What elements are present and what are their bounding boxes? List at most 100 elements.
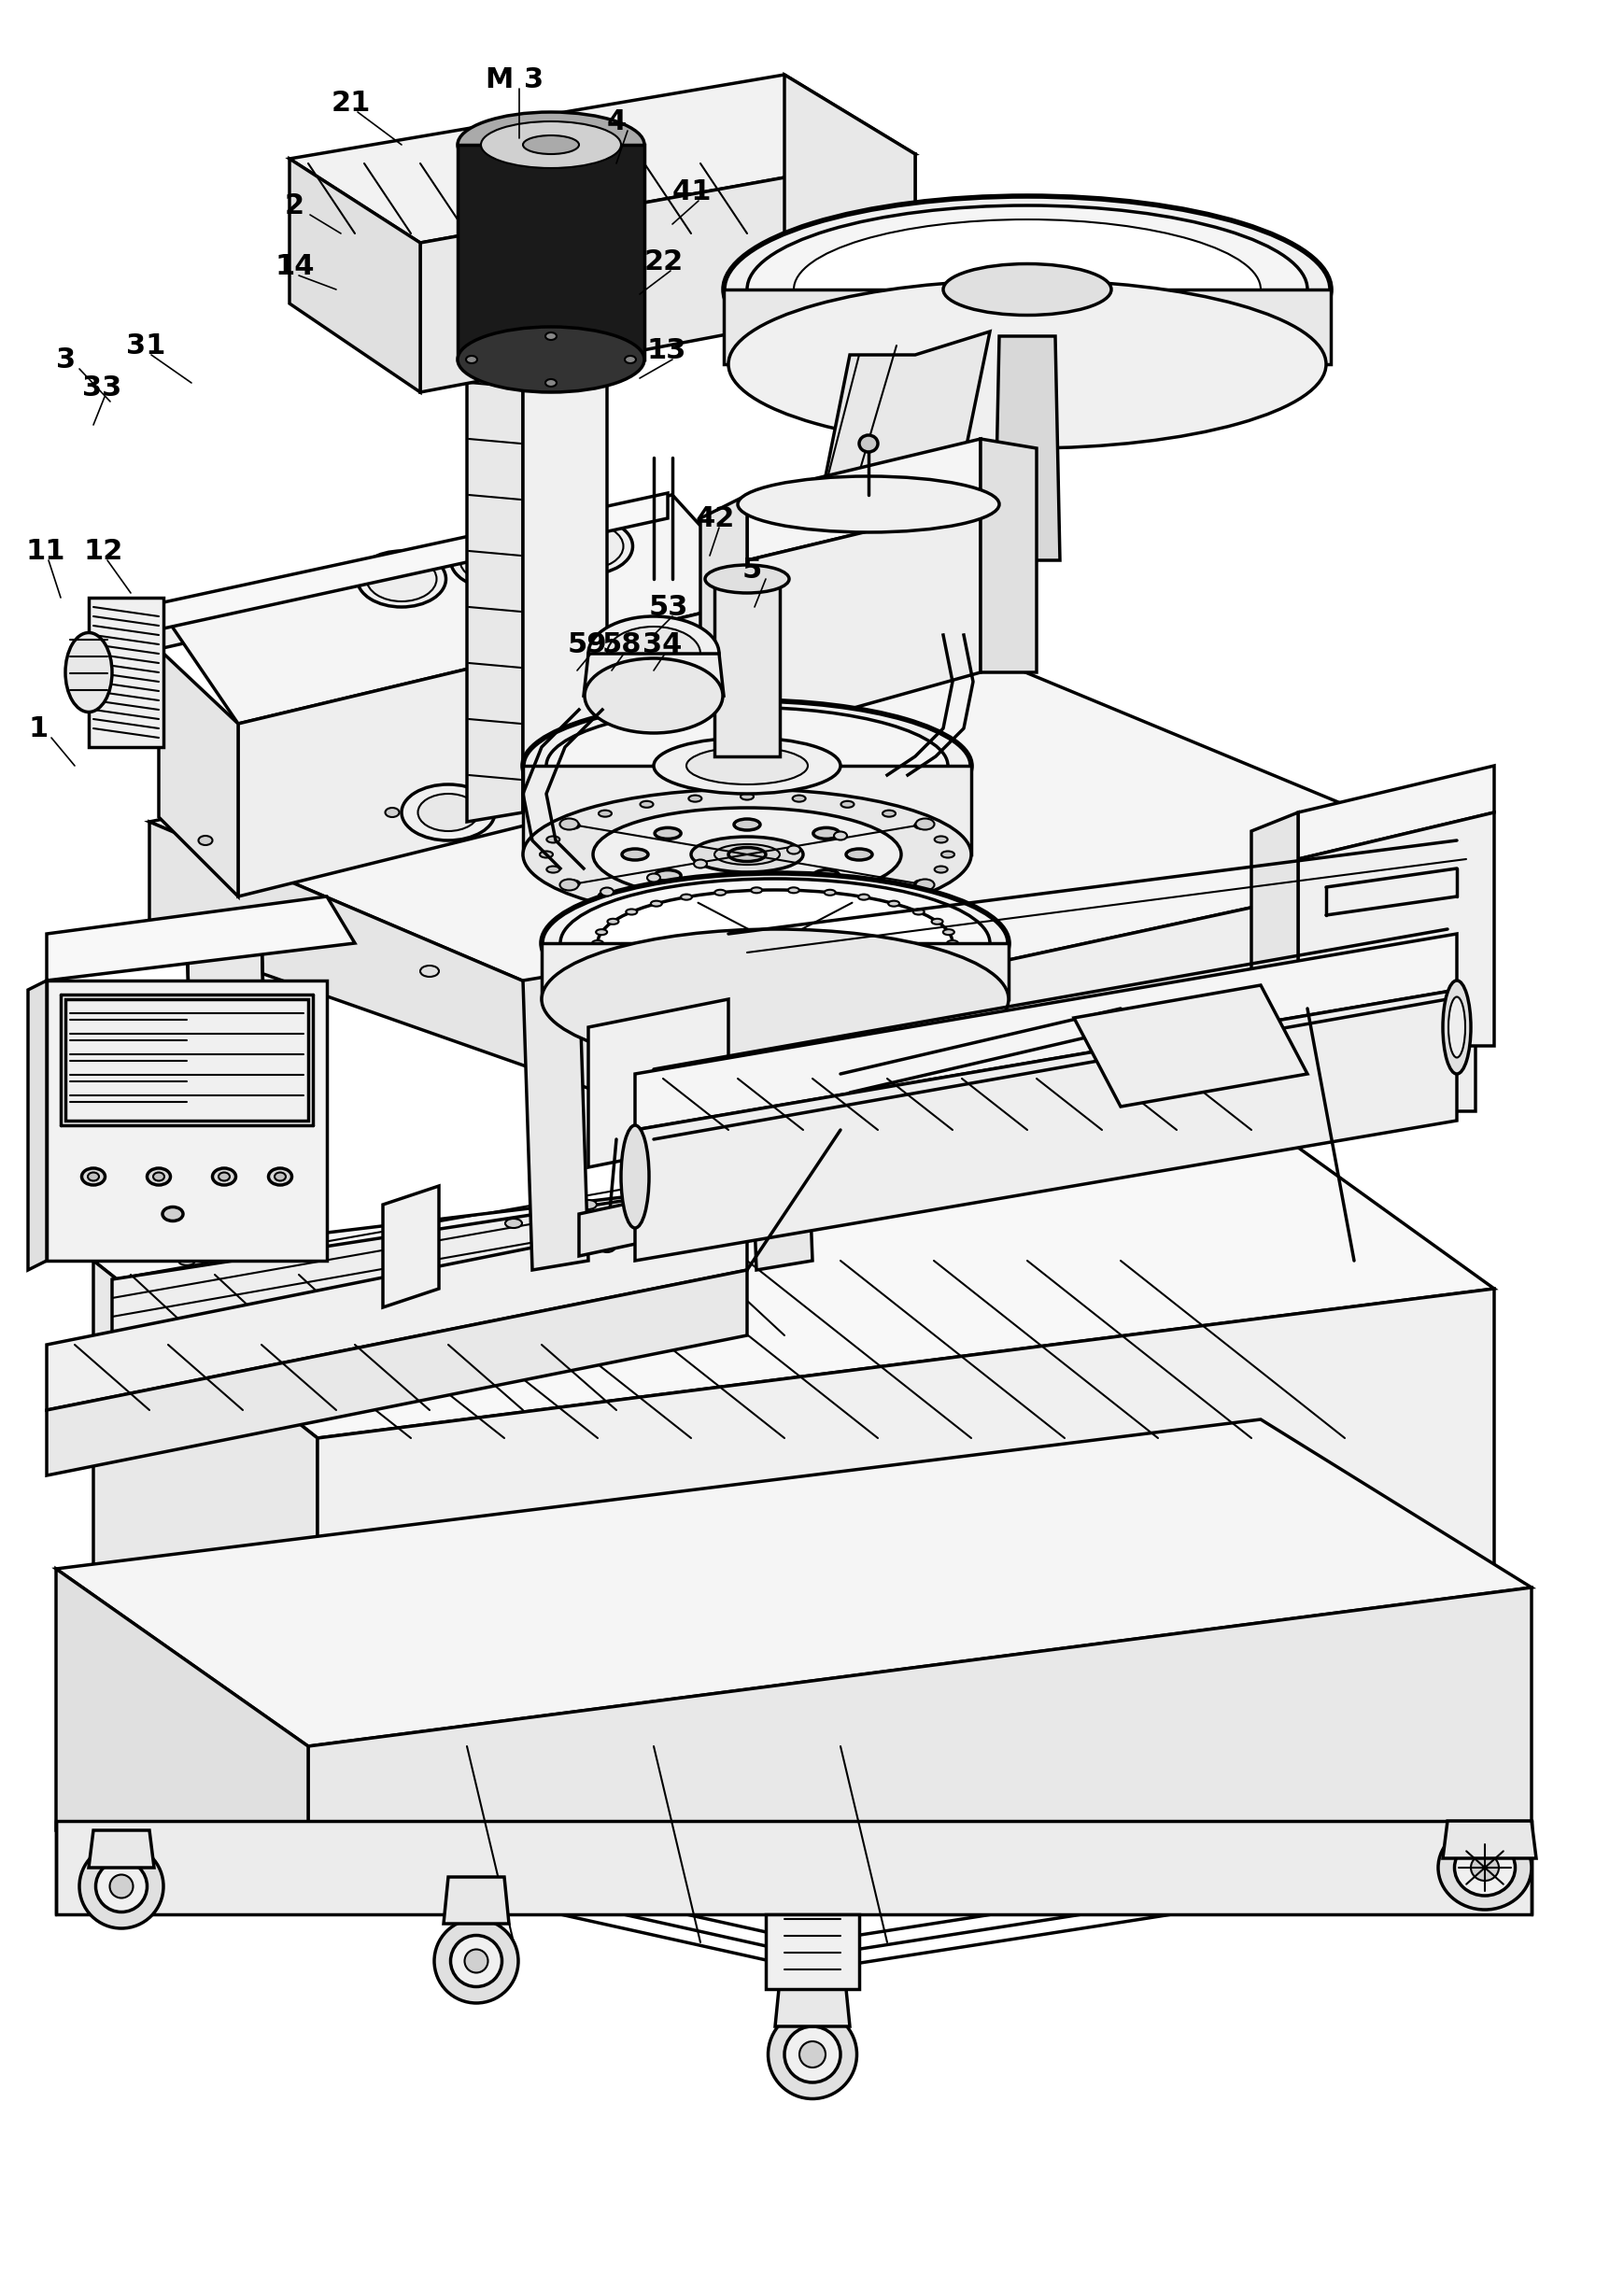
Polygon shape bbox=[47, 1205, 747, 1410]
Polygon shape bbox=[289, 158, 421, 393]
Ellipse shape bbox=[546, 331, 557, 341]
Polygon shape bbox=[65, 999, 309, 1120]
Ellipse shape bbox=[823, 992, 835, 997]
Polygon shape bbox=[47, 981, 326, 1260]
Polygon shape bbox=[765, 1913, 859, 1989]
Ellipse shape bbox=[931, 919, 942, 924]
Ellipse shape bbox=[734, 878, 760, 889]
Ellipse shape bbox=[788, 887, 799, 894]
Polygon shape bbox=[149, 654, 1475, 1036]
Ellipse shape bbox=[546, 866, 559, 873]
Ellipse shape bbox=[942, 930, 953, 935]
Ellipse shape bbox=[607, 962, 619, 967]
Ellipse shape bbox=[274, 1173, 286, 1182]
Ellipse shape bbox=[650, 901, 661, 908]
Ellipse shape bbox=[913, 972, 924, 976]
Ellipse shape bbox=[841, 800, 854, 807]
Text: 33: 33 bbox=[83, 375, 122, 400]
Ellipse shape bbox=[546, 706, 947, 823]
Ellipse shape bbox=[914, 823, 927, 830]
Ellipse shape bbox=[640, 800, 653, 807]
Ellipse shape bbox=[367, 555, 437, 601]
Ellipse shape bbox=[624, 357, 635, 363]
Ellipse shape bbox=[859, 434, 877, 453]
Polygon shape bbox=[747, 505, 979, 738]
Polygon shape bbox=[112, 1168, 840, 1335]
Ellipse shape bbox=[523, 700, 971, 832]
Text: M 3: M 3 bbox=[486, 66, 544, 94]
Ellipse shape bbox=[560, 528, 588, 546]
Ellipse shape bbox=[598, 1241, 615, 1253]
Ellipse shape bbox=[560, 878, 989, 1008]
Ellipse shape bbox=[80, 1845, 164, 1929]
Text: 31: 31 bbox=[127, 331, 166, 359]
Text: 53: 53 bbox=[648, 594, 689, 620]
Ellipse shape bbox=[916, 880, 934, 892]
Ellipse shape bbox=[544, 519, 632, 574]
Ellipse shape bbox=[546, 379, 557, 386]
Ellipse shape bbox=[162, 1207, 184, 1221]
Ellipse shape bbox=[560, 818, 578, 830]
Polygon shape bbox=[159, 496, 672, 649]
Ellipse shape bbox=[560, 880, 578, 892]
Ellipse shape bbox=[567, 880, 580, 887]
Ellipse shape bbox=[784, 2025, 840, 2083]
Ellipse shape bbox=[799, 2041, 825, 2067]
Ellipse shape bbox=[450, 533, 539, 588]
Polygon shape bbox=[93, 1260, 317, 1586]
Ellipse shape bbox=[734, 818, 760, 830]
Polygon shape bbox=[635, 933, 1457, 1129]
Ellipse shape bbox=[672, 1241, 690, 1253]
Polygon shape bbox=[466, 261, 523, 821]
Ellipse shape bbox=[680, 894, 692, 901]
Ellipse shape bbox=[539, 850, 552, 857]
Ellipse shape bbox=[458, 327, 645, 393]
Polygon shape bbox=[578, 1186, 710, 1255]
Ellipse shape bbox=[588, 617, 719, 690]
Ellipse shape bbox=[1437, 1827, 1531, 1909]
Ellipse shape bbox=[596, 930, 607, 935]
Polygon shape bbox=[443, 1877, 508, 1925]
Polygon shape bbox=[159, 649, 239, 896]
Ellipse shape bbox=[646, 873, 659, 882]
Polygon shape bbox=[1073, 985, 1307, 1106]
Polygon shape bbox=[289, 75, 914, 242]
Polygon shape bbox=[747, 1017, 812, 1271]
Ellipse shape bbox=[417, 793, 479, 832]
Ellipse shape bbox=[728, 281, 1325, 448]
Ellipse shape bbox=[580, 1200, 596, 1209]
Text: 12: 12 bbox=[84, 537, 123, 565]
Ellipse shape bbox=[205, 928, 224, 940]
Ellipse shape bbox=[947, 940, 958, 946]
Ellipse shape bbox=[607, 919, 619, 924]
Ellipse shape bbox=[654, 828, 680, 839]
Ellipse shape bbox=[466, 542, 495, 560]
Polygon shape bbox=[765, 569, 812, 734]
Polygon shape bbox=[653, 860, 1475, 1111]
Ellipse shape bbox=[546, 837, 559, 844]
Ellipse shape bbox=[481, 121, 620, 169]
Ellipse shape bbox=[1382, 956, 1400, 967]
Polygon shape bbox=[1250, 812, 1298, 1047]
Polygon shape bbox=[55, 1568, 309, 1831]
Ellipse shape bbox=[153, 1173, 164, 1182]
Ellipse shape bbox=[914, 880, 927, 887]
Ellipse shape bbox=[810, 613, 861, 695]
Ellipse shape bbox=[268, 1168, 292, 1184]
Ellipse shape bbox=[768, 2009, 856, 2099]
Ellipse shape bbox=[635, 1241, 653, 1253]
Ellipse shape bbox=[942, 951, 953, 958]
Ellipse shape bbox=[685, 748, 807, 784]
Ellipse shape bbox=[554, 523, 624, 569]
Ellipse shape bbox=[601, 887, 614, 896]
Ellipse shape bbox=[705, 565, 789, 592]
Polygon shape bbox=[523, 261, 607, 821]
Polygon shape bbox=[187, 933, 271, 1260]
Ellipse shape bbox=[523, 789, 971, 919]
Ellipse shape bbox=[812, 871, 840, 880]
Text: 59: 59 bbox=[567, 631, 607, 658]
Ellipse shape bbox=[741, 793, 754, 800]
Polygon shape bbox=[47, 896, 354, 981]
Ellipse shape bbox=[794, 219, 1260, 359]
Polygon shape bbox=[635, 990, 1457, 1260]
